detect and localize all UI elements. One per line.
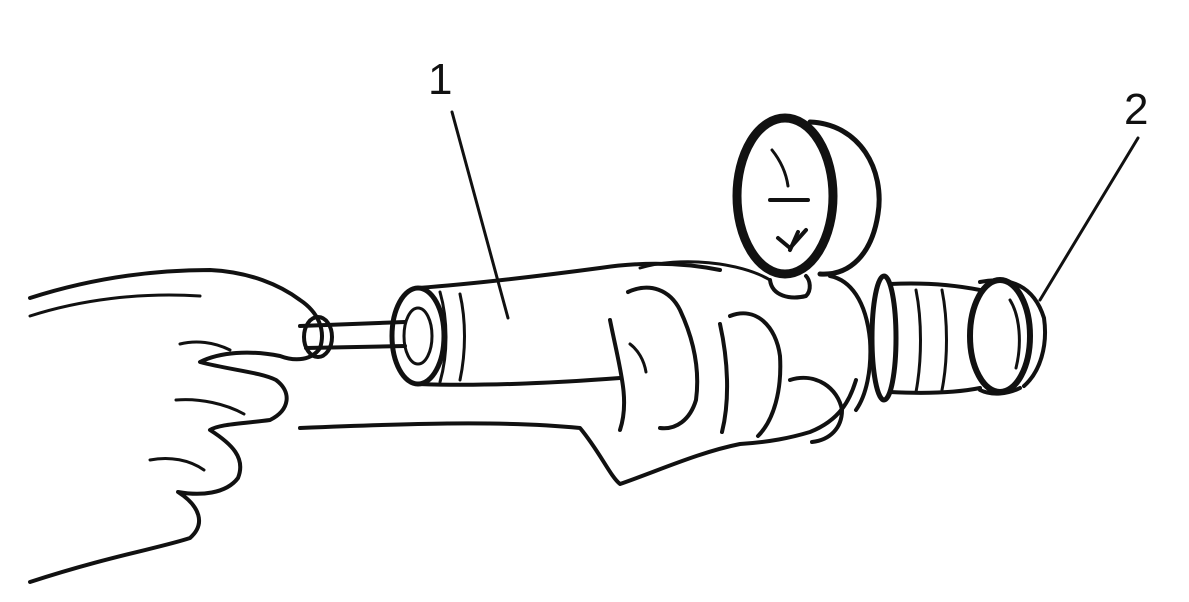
- hose-adapter: [828, 273, 1047, 412]
- leader-line-1: [450, 110, 510, 320]
- right-hand: [298, 260, 858, 486]
- pump-body: [389, 261, 722, 387]
- callout-label-2: 2: [1124, 85, 1148, 134]
- plunger-rod: [298, 315, 407, 359]
- left-hand: [28, 268, 324, 584]
- leader-line-2: [1038, 136, 1140, 302]
- pressure-gauge: [732, 113, 882, 300]
- callout-label-1: 1: [428, 55, 452, 104]
